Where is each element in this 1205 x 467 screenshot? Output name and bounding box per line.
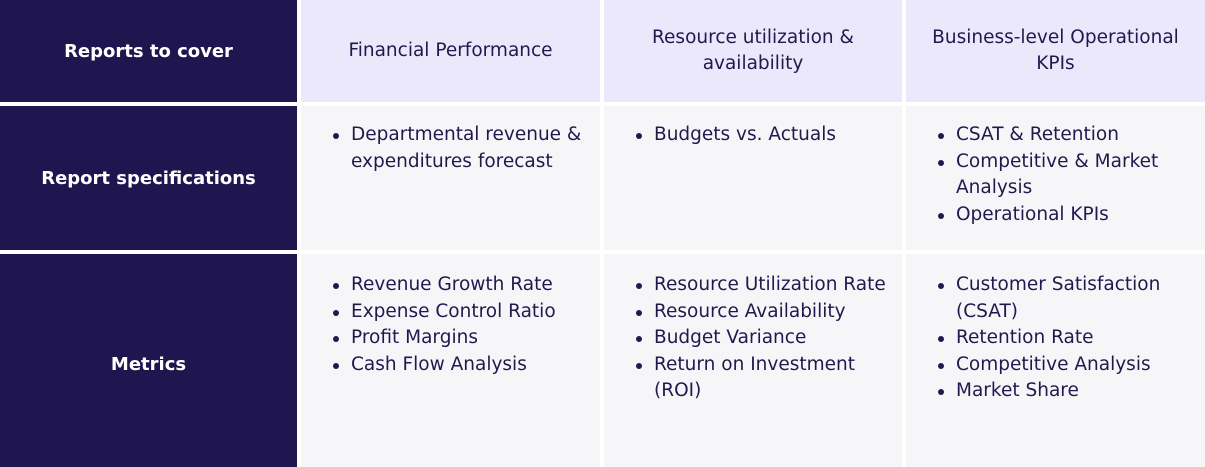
list-item: Customer Satisfaction (CSAT) (936, 272, 1191, 325)
specs-list: Departmental revenue & expenditures fore… (331, 122, 586, 175)
column-header-financial-performance: Financial Performance (301, 0, 600, 102)
list-item: Expense Control Ratio (331, 299, 586, 326)
specs-list: Budgets vs. Actuals (634, 122, 888, 149)
list-item: CSAT & Retention (936, 122, 1191, 149)
list-item: Departmental revenue & expenditures fore… (331, 122, 586, 175)
specs-cell-financial: Departmental revenue & expenditures fore… (301, 106, 600, 250)
column-title: Business-level Operational KPIs (932, 27, 1179, 74)
list-item: Operational KPIs (936, 202, 1191, 229)
column-header-resource-utilization: Resource utilization & availability (604, 0, 902, 102)
list-item: Market Share (936, 378, 1191, 405)
column-title: Financial Performance (348, 40, 553, 61)
row-header-report-specifications: Report specifications (0, 106, 297, 250)
list-item: Competitive & Market Analysis (936, 149, 1191, 202)
row-header-metrics: Metrics (0, 254, 297, 467)
list-item: Budgets vs. Actuals (634, 122, 888, 149)
list-item: Retention Rate (936, 325, 1191, 352)
specs-cell-resource: Budgets vs. Actuals (604, 106, 902, 250)
list-item: Resource Utilization Rate (634, 272, 888, 299)
list-item: Cash Flow Analysis (331, 352, 586, 379)
specs-list: CSAT & Retention Competitive & Market An… (936, 122, 1191, 228)
column-header-operational-kpis: Business-level Operational KPIs (906, 0, 1205, 102)
metrics-cell-resource: Resource Utilization Rate Resource Avail… (604, 254, 902, 467)
metrics-list: Customer Satisfaction (CSAT) Retention R… (936, 272, 1191, 405)
row-header-reports-to-cover: Reports to cover (0, 0, 297, 102)
list-item: Revenue Growth Rate (331, 272, 586, 299)
metrics-cell-financial: Revenue Growth Rate Expense Control Rati… (301, 254, 600, 467)
metrics-cell-operational: Customer Satisfaction (CSAT) Retention R… (906, 254, 1205, 467)
column-title: Resource utilization & availability (652, 27, 854, 74)
metrics-list: Revenue Growth Rate Expense Control Rati… (331, 272, 586, 378)
metrics-list: Resource Utilization Rate Resource Avail… (634, 272, 888, 405)
list-item: Budget Variance (634, 325, 888, 352)
list-item: Resource Availability (634, 299, 888, 326)
list-item: Return on Investment (ROI) (634, 352, 888, 405)
list-item: Profit Margins (331, 325, 586, 352)
list-item: Competitive Analysis (936, 352, 1191, 379)
specs-cell-operational: CSAT & Retention Competitive & Market An… (906, 106, 1205, 250)
